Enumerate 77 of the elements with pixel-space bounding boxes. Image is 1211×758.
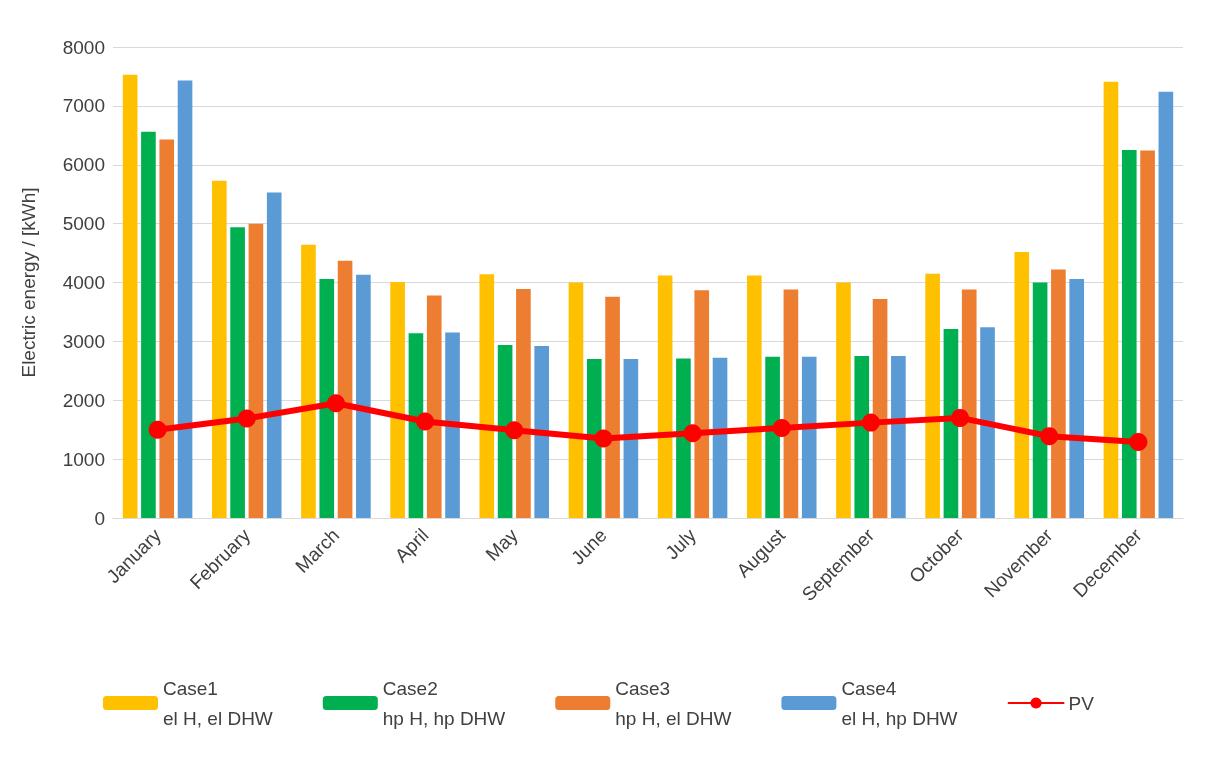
point [416,412,435,431]
bar [623,359,639,518]
bar [746,275,762,518]
bar [141,131,156,518]
bar [765,356,780,518]
legend-label: Case3 hp H, el DHW [615,677,732,729]
bar [177,80,193,518]
bar [586,359,602,518]
point [772,418,791,437]
y-axis-title: Electric energy / [kWh] [18,187,39,378]
bar [445,332,460,518]
point [951,408,970,427]
point [326,394,345,413]
bar [1121,150,1137,518]
bar [605,296,620,518]
y-tick-label: 4000 [62,272,105,293]
bar [568,282,584,518]
point [683,424,702,443]
point [1040,427,1059,446]
bar [961,289,977,518]
bar [712,357,728,518]
bar [408,333,424,518]
bar [694,290,710,518]
bar [1069,278,1085,518]
point [237,409,256,428]
point [505,421,524,440]
point [594,429,613,448]
bar [337,260,353,518]
y-tick-label: 7000 [62,95,105,117]
legend-label: PV [1068,692,1095,714]
bar [783,289,799,518]
bar [1158,91,1174,518]
bar [516,288,531,518]
bar [657,275,673,518]
x-tick-label: July [661,524,701,564]
bar [1032,282,1048,518]
bar [872,298,888,518]
y-tick-label: 6000 [62,154,105,176]
bar [230,227,245,518]
y-tick-label: 2000 [62,389,105,411]
x-tick-label: May [481,524,523,565]
y-tick-label: 0 [94,507,105,529]
bar [159,139,175,518]
bar [1014,251,1030,518]
bar [1103,81,1119,518]
bar [1051,269,1066,518]
bar [801,356,817,518]
bar [497,344,513,518]
bar [676,358,691,518]
bar [534,346,550,518]
bar [980,327,995,518]
bar [943,329,959,518]
legend-label: Case1 el H, el DHW [163,677,273,729]
bar [266,192,282,518]
y-tick-label: 3000 [62,330,105,352]
point [148,420,167,439]
legend-label: Case4 el H, hp DHW [841,677,958,729]
bar [925,273,940,518]
y-tick-label: 5000 [62,213,105,235]
bar [1140,150,1155,518]
bar [479,274,495,518]
bar [891,356,906,518]
bar [319,278,335,518]
bar [122,74,138,518]
bar [836,282,851,518]
bar [426,295,442,518]
legend-label: Case2 hp H, hp DHW [382,677,506,729]
point [861,413,880,432]
bar [211,180,227,518]
bar [356,274,371,518]
bar [390,281,405,518]
y-tick-label: 8000 [62,36,105,58]
y-tick-label: 1000 [62,448,105,470]
bar [248,223,264,518]
point [1129,433,1148,452]
bar [854,356,870,518]
bar [301,244,316,518]
